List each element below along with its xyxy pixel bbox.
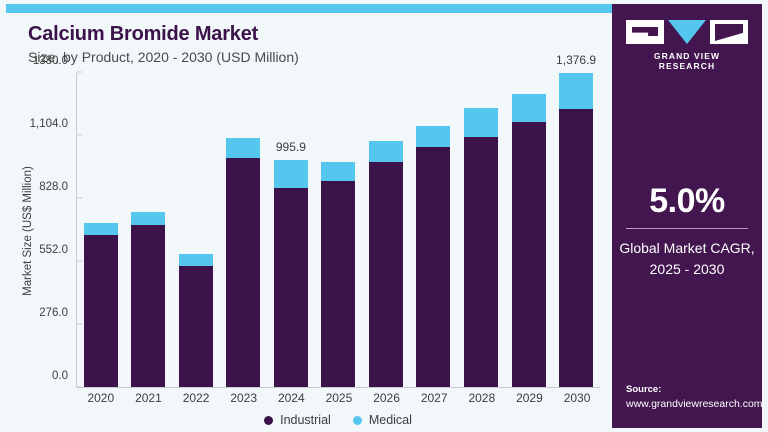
page-title: Calcium Bromide Market (28, 23, 259, 45)
x-tick-label: 2023 (230, 391, 258, 405)
cagr-divider (626, 228, 748, 229)
source-title: Source: (626, 384, 662, 395)
bar-segment-medical[interactable] (83, 222, 118, 236)
bar-column[interactable] (83, 73, 118, 387)
bar-group: 995.9 1,376.9 (77, 53, 600, 387)
legend-item[interactable]: Industrial (264, 413, 331, 427)
x-tick-label: 2028 (468, 391, 496, 405)
source-url[interactable]: www.grandviewresearch.com (626, 398, 763, 410)
bar-column[interactable]: 1,376.9 (556, 53, 596, 387)
bar-column[interactable] (178, 73, 213, 387)
bar-column[interactable] (511, 73, 546, 387)
bar-segment-medical[interactable] (178, 254, 213, 267)
gvr-logo: GRAND VIEW RESEARCH (625, 20, 749, 71)
y-axis-label-text: Market Size (US$ Million) (22, 165, 35, 296)
y-tick-label: 1,104.0 (29, 118, 68, 130)
bar-column[interactable] (416, 73, 451, 387)
legend-label: Industrial (280, 413, 331, 427)
legend-swatch-icon (264, 415, 274, 425)
bar-column[interactable] (464, 73, 499, 387)
y-tick-mark (76, 260, 82, 262)
cagr-caption: Global Market CAGR, 2025 - 2030 (612, 238, 762, 280)
bar-column[interactable]: 995.9 (273, 73, 308, 387)
legend-swatch-icon (352, 415, 362, 425)
x-tick-label: 2020 (87, 391, 115, 405)
y-tick-mark (76, 71, 82, 73)
y-tick-mark (76, 323, 82, 325)
bar-segment-medical[interactable] (464, 108, 499, 137)
bar-segment-medical[interactable] (131, 212, 166, 225)
bar-value-label: 995.9 (275, 139, 306, 154)
cagr-block: 5.0% Global Market CAGR, 2025 - 2030 (612, 182, 762, 280)
x-tick-label: 2022 (182, 391, 210, 405)
source-block: Source: www.grandviewresearch.com (626, 384, 763, 410)
bar-segment-industrial[interactable] (511, 122, 546, 387)
gvr-g-mark-icon (626, 20, 664, 44)
y-axis-line (76, 73, 77, 388)
cagr-caption-line-2: 2025 - 2030 (649, 261, 725, 277)
bar-segment-medical[interactable] (416, 125, 451, 148)
y-tick-label: 828.0 (39, 181, 68, 193)
top-accent-bar (6, 4, 614, 13)
bar-segment-medical[interactable] (226, 137, 261, 158)
brand-panel: GRAND VIEW RESEARCH 5.0% Global Market C… (612, 4, 763, 428)
x-tick-label: 2027 (420, 391, 448, 405)
x-tick-label: 2021 (135, 391, 162, 405)
bar-segment-industrial[interactable] (273, 187, 308, 387)
legend-label: Medical (368, 413, 412, 427)
cagr-value: 5.0% (649, 182, 725, 220)
bar-segment-industrial[interactable] (178, 266, 213, 387)
y-tick-label: 552.0 (39, 244, 68, 256)
gvr-r-mark-icon (710, 20, 748, 44)
chart-legend: Industrial Medical (76, 413, 600, 427)
bar-segment-industrial[interactable] (131, 224, 166, 387)
y-tick-label: 276.0 (39, 307, 68, 319)
bar-segment-industrial[interactable] (226, 157, 261, 387)
x-tick-label: 2029 (516, 391, 543, 405)
bar-column[interactable] (226, 73, 261, 387)
bar-segment-industrial[interactable] (321, 180, 356, 387)
bar-segment-medical[interactable] (368, 140, 403, 163)
bar-segment-medical[interactable] (321, 161, 356, 181)
y-tick-label: 0.0 (52, 370, 68, 382)
x-tick-label: 2026 (373, 391, 400, 405)
plot-area: 0.0 276.0 552.0 828.0 1,104.0 1380.0 995.9 1,3… (30, 53, 600, 388)
cagr-caption-line-1: Global Market CAGR, (619, 240, 755, 256)
bar-segment-medical[interactable] (273, 159, 308, 188)
y-tick-mark (76, 386, 82, 388)
bar-column[interactable] (368, 73, 403, 387)
x-tick-label: 2025 (325, 391, 353, 405)
gvr-logo-wordmark: GRAND VIEW RESEARCH (653, 51, 721, 71)
bar-value-label: 1,376.9 (556, 52, 597, 67)
bar-segment-industrial[interactable] (464, 136, 499, 387)
x-tick-label: 2024 (277, 391, 305, 405)
x-axis-ticks: 2020 2021 2022 2023 2024 2025 2026 2027 2028 2029… (77, 391, 601, 405)
bar-column[interactable] (321, 73, 356, 387)
y-tick-label: 1380.0 (32, 55, 68, 67)
bar-segment-medical[interactable] (511, 93, 546, 123)
gvr-v-triangle-icon (668, 20, 706, 44)
y-tick-mark (76, 197, 82, 199)
page-subtitle: Size, by Product, 2020 - 2030 (USD Milli… (28, 49, 299, 65)
y-tick-mark (76, 134, 82, 136)
gvr-logo-marks (625, 20, 749, 44)
bar-segment-medical[interactable] (559, 73, 594, 110)
chart-panel: Calcium Bromide Market Size, by Product,… (6, 13, 614, 427)
bar-segment-industrial[interactable] (368, 162, 403, 387)
legend-item[interactable]: Medical (352, 413, 412, 427)
bar-segment-industrial[interactable] (559, 109, 594, 387)
bar-segment-industrial[interactable] (416, 147, 451, 387)
x-axis-line (76, 387, 600, 388)
bar-column[interactable] (131, 73, 166, 387)
x-tick-label: 2030 (563, 391, 591, 405)
bar-segment-industrial[interactable] (83, 235, 118, 387)
